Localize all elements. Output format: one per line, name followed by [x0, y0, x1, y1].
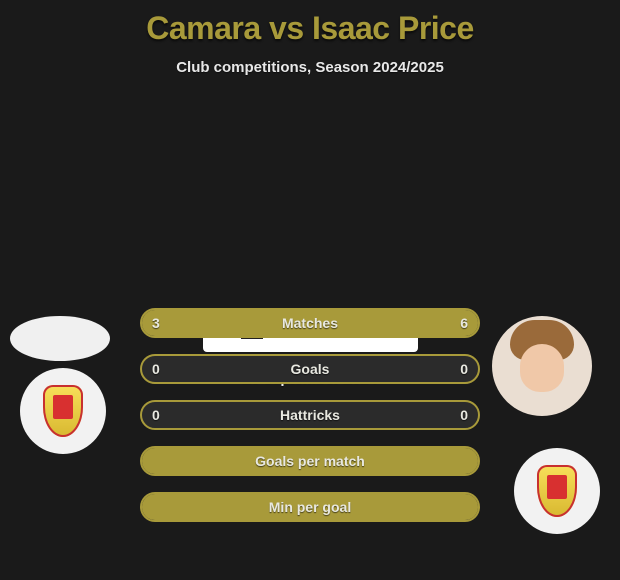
page-title: Camara vs Isaac Price — [0, 0, 620, 47]
player-left-club-crest — [20, 368, 106, 454]
stat-label: Min per goal — [142, 494, 478, 520]
player-left-avatar — [10, 316, 110, 361]
stat-label: Goals per match — [142, 448, 478, 474]
face-icon — [492, 316, 592, 416]
player-right-club-crest — [514, 448, 600, 534]
subtitle: Club competitions, Season 2024/2025 — [0, 59, 620, 76]
comparison-area: 36Matches00Goals00HattricksGoals per mat… — [0, 308, 620, 387]
stat-bars: 36Matches 00Goals 00Hattricks Goals per mat… — [140, 308, 480, 538]
stat-row: Goals per match — [140, 446, 480, 476]
crest-icon — [537, 465, 577, 517]
stat-label: Hattricks — [142, 402, 478, 428]
stat-row: 36Matches — [140, 308, 480, 338]
stat-row: 00Hattricks — [140, 400, 480, 430]
stat-label: Goals — [142, 356, 478, 382]
player-right-avatar — [492, 316, 592, 416]
stat-row: Min per goal — [140, 492, 480, 522]
stat-label: Matches — [142, 310, 478, 336]
stat-row: 00Goals — [140, 354, 480, 384]
crest-icon — [43, 385, 83, 437]
